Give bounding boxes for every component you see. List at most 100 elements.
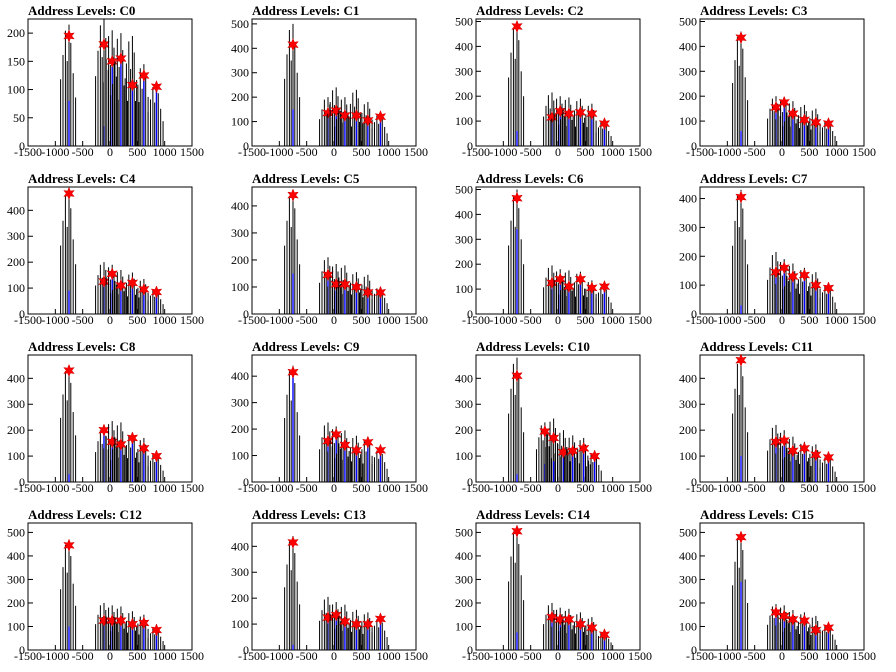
y-tick-label: 100 [7, 449, 25, 463]
x-tick-label: 1000 [601, 481, 625, 495]
x-tick-label: 500 [800, 145, 818, 159]
peak-marker [126, 78, 139, 92]
y-tick-label: 300 [455, 397, 473, 411]
chart-svg: Address Levels: C9 0 100 200 300 400 -1500 -100… [231, 339, 428, 495]
x-tick-label: 0 [107, 313, 113, 327]
x-tick-label: 1500 [628, 649, 652, 663]
x-tick-label: -1500 [462, 481, 490, 495]
y-tick-label: 300 [679, 397, 697, 411]
chart-panel: Address Levels: C14 0 100 200 300 400 500 -1500… [448, 504, 672, 672]
peak-marker [735, 353, 747, 367]
chart-title: Address Levels: C3 [700, 3, 808, 18]
chart-panel: Address Levels: C6 0 100 200 300 400 500 -1500-… [448, 168, 672, 336]
x-tick-label: 0 [555, 313, 561, 327]
x-tick-label: 1500 [852, 145, 876, 159]
peak-marker [822, 620, 835, 635]
y-tick-label: 300 [231, 226, 249, 240]
peak-marker [339, 438, 351, 452]
x-tick-label: -1000 [713, 481, 741, 495]
chart-svg: Address Levels: C4 0 100 200 300 400 -1500 -100… [7, 171, 204, 327]
x-tick-label: 1500 [180, 481, 204, 495]
peak-marker [374, 285, 387, 300]
peak-marker [63, 363, 75, 378]
chart-title: Address Levels: C13 [252, 507, 366, 522]
chart-svg: Address Levels: C20100200300400500-1500-… [455, 3, 652, 159]
chart-panel: Address Levels: C13 0 100 200 300 400 -1500 -10… [224, 504, 448, 672]
y-tick-label: 200 [7, 255, 25, 269]
peak-marker [735, 190, 747, 204]
x-tick-label: 0 [779, 481, 785, 495]
chart-title: Address Levels: C0 [28, 3, 135, 18]
y-tick-label: 0 [691, 643, 697, 657]
y-tick-label: 400 [455, 207, 473, 221]
x-tick-label: -1500 [462, 649, 490, 663]
y-tick-label: 100 [455, 282, 473, 296]
y-tick-label: 400 [679, 192, 697, 206]
x-tick-label: -1500 [686, 649, 714, 663]
peak-marker [150, 449, 163, 463]
chart-title: Address Levels: C5 [252, 171, 360, 186]
y-tick-label: 300 [679, 572, 697, 586]
x-tick-label: 0 [779, 649, 785, 663]
y-tick-label: 0 [243, 475, 249, 489]
y-tick-label: 400 [679, 371, 697, 385]
x-tick-label: 1500 [404, 145, 428, 159]
chart-svg: Address Levels: C5 0 100 200 300 400 -1500 -100… [231, 171, 428, 327]
peak-marker [150, 80, 163, 94]
y-tick-label: 300 [455, 572, 473, 586]
x-tick-label: 500 [352, 313, 370, 327]
y-tick-label: 500 [679, 14, 697, 28]
y-tick-label: 400 [231, 539, 249, 553]
peak-marker [374, 110, 387, 124]
y-tick-label: 300 [455, 64, 473, 78]
chart-svg: Address Levels: C10 0 100 200 300 400 -1500 -10… [455, 339, 652, 495]
x-tick-label: 1000 [377, 481, 401, 495]
peak-marker [511, 191, 523, 205]
peak-marker [810, 448, 822, 462]
peak-marker [563, 612, 575, 627]
y-tick-label: 400 [679, 549, 697, 563]
peak-marker [778, 95, 790, 110]
chart-panel: Address Levels: C4 0 100 200 300 400 -1500 -100… [0, 168, 224, 336]
x-tick-label: -1500 [14, 313, 42, 327]
peak-marker [138, 68, 150, 83]
x-tick-label: 0 [107, 145, 113, 159]
y-tick-label: 300 [7, 397, 25, 411]
x-tick-label: 1500 [852, 481, 876, 495]
peak-marker [106, 267, 118, 281]
y-tick-label: 0 [691, 139, 697, 153]
x-tick-label: 0 [331, 145, 337, 159]
chart-panel: Address Levels: C2 0 100 200 300 400 500 -1500-… [448, 0, 672, 168]
peak-marker [787, 444, 799, 458]
x-tick-label: -1000 [713, 145, 741, 159]
chart-svg: Address Levels: C30100200300400500-1500-… [679, 3, 876, 159]
peak-marker [150, 623, 163, 637]
x-tick-label: 500 [576, 481, 594, 495]
x-tick-label: -1000 [41, 145, 69, 159]
peak-marker [735, 530, 747, 544]
chart-panel: Address Levels: C12 0 100 200 300 400 500 -1500… [0, 504, 224, 672]
y-tick-label: 100 [231, 115, 249, 129]
peak-marker [98, 37, 110, 52]
peak-marker [150, 285, 163, 299]
x-tick-label: 0 [555, 649, 561, 663]
chart-svg: Address Levels: C11 0 100 200 300 400 -1500 -10… [679, 339, 876, 495]
x-tick-label: -1000 [489, 481, 517, 495]
peak-marker [126, 431, 139, 445]
y-tick-label: 0 [467, 139, 473, 153]
y-tick-label: 100 [7, 83, 25, 97]
chart-title: Address Levels: C12 [28, 507, 142, 522]
peak-marker [586, 620, 598, 635]
y-tick-label: 100 [455, 619, 473, 633]
peak-marker [287, 535, 299, 550]
chart-panel: Address Levels: C5 0 100 200 300 400 -1500 -100… [224, 168, 448, 336]
peak-marker [598, 628, 611, 642]
peak-marker [126, 617, 139, 631]
y-tick-label: 100 [455, 114, 473, 128]
peak-marker [362, 435, 374, 449]
y-tick-label: 200 [231, 90, 249, 104]
peak-marker [598, 279, 611, 294]
peak-marker [287, 37, 299, 52]
y-tick-label: 200 [455, 423, 473, 437]
